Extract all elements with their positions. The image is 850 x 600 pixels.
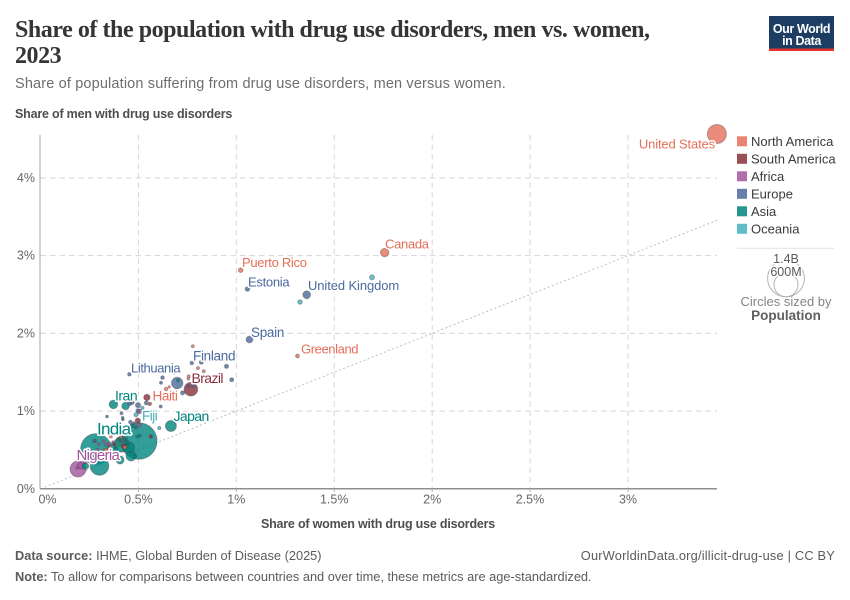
svg-text:0%: 0%: [38, 493, 56, 507]
svg-text:Estonia: Estonia: [248, 275, 290, 290]
svg-text:Note: To allow for comparisons: Note: To allow for comparisons between c…: [15, 569, 592, 584]
svg-text:United States: United States: [639, 137, 716, 152]
svg-text:0.5%: 0.5%: [124, 493, 153, 507]
svg-text:3%: 3%: [619, 493, 637, 507]
svg-text:Share of women with drug use d: Share of women with drug use disorders: [261, 517, 495, 531]
svg-text:2%: 2%: [423, 493, 441, 507]
svg-text:1%: 1%: [227, 493, 245, 507]
svg-text:Finland: Finland: [193, 348, 235, 363]
svg-text:Canada: Canada: [385, 237, 430, 252]
svg-text:2023: 2023: [15, 43, 62, 69]
svg-text:Data source: IHME, Global Burd: Data source: IHME, Global Burden of Dise…: [15, 548, 322, 563]
svg-text:2.5%: 2.5%: [516, 493, 545, 507]
svg-text:4%: 4%: [17, 171, 35, 185]
svg-text:United Kingdom: United Kingdom: [308, 278, 399, 293]
svg-text:Haiti: Haiti: [153, 389, 178, 404]
svg-text:1.4B: 1.4B: [773, 252, 799, 266]
svg-text:Spain: Spain: [251, 325, 284, 340]
svg-text:Population: Population: [751, 308, 821, 323]
svg-text:Puerto Rico: Puerto Rico: [242, 255, 307, 270]
svg-text:Circles sized by: Circles sized by: [740, 294, 832, 309]
svg-text:Iran: Iran: [115, 388, 137, 404]
svg-text:OurWorldinData.org/illicit-dru: OurWorldinData.org/illicit-drug-use | CC…: [581, 548, 835, 563]
svg-text:Oceania: Oceania: [751, 221, 800, 236]
svg-text:North America: North America: [751, 134, 834, 149]
svg-text:South America: South America: [751, 151, 836, 166]
svg-text:India: India: [97, 420, 132, 439]
svg-text:Greenland: Greenland: [301, 342, 358, 357]
svg-text:1%: 1%: [17, 404, 35, 418]
svg-text:Fiji: Fiji: [142, 409, 158, 424]
svg-text:Share of men with drug use dis: Share of men with drug use disorders: [15, 107, 232, 121]
svg-text:in Data: in Data: [782, 34, 822, 48]
svg-text:Europe: Europe: [751, 186, 793, 201]
svg-text:3%: 3%: [17, 249, 35, 263]
svg-text:Share of the population with d: Share of the population with drug use di…: [15, 17, 650, 43]
svg-text:Nigeria: Nigeria: [77, 447, 121, 464]
svg-text:Japan: Japan: [174, 408, 209, 424]
svg-text:2%: 2%: [17, 327, 35, 341]
svg-text:Our World: Our World: [773, 22, 830, 36]
svg-text:Africa: Africa: [751, 169, 785, 184]
svg-text:Share of population suffering: Share of population suffering from drug …: [15, 76, 506, 92]
svg-text:Lithuania: Lithuania: [131, 361, 181, 376]
svg-text:0%: 0%: [17, 482, 35, 496]
svg-text:600M: 600M: [770, 265, 801, 279]
svg-text:Asia: Asia: [751, 204, 777, 219]
svg-text:Brazil: Brazil: [192, 370, 224, 386]
svg-text:1.5%: 1.5%: [320, 493, 349, 507]
